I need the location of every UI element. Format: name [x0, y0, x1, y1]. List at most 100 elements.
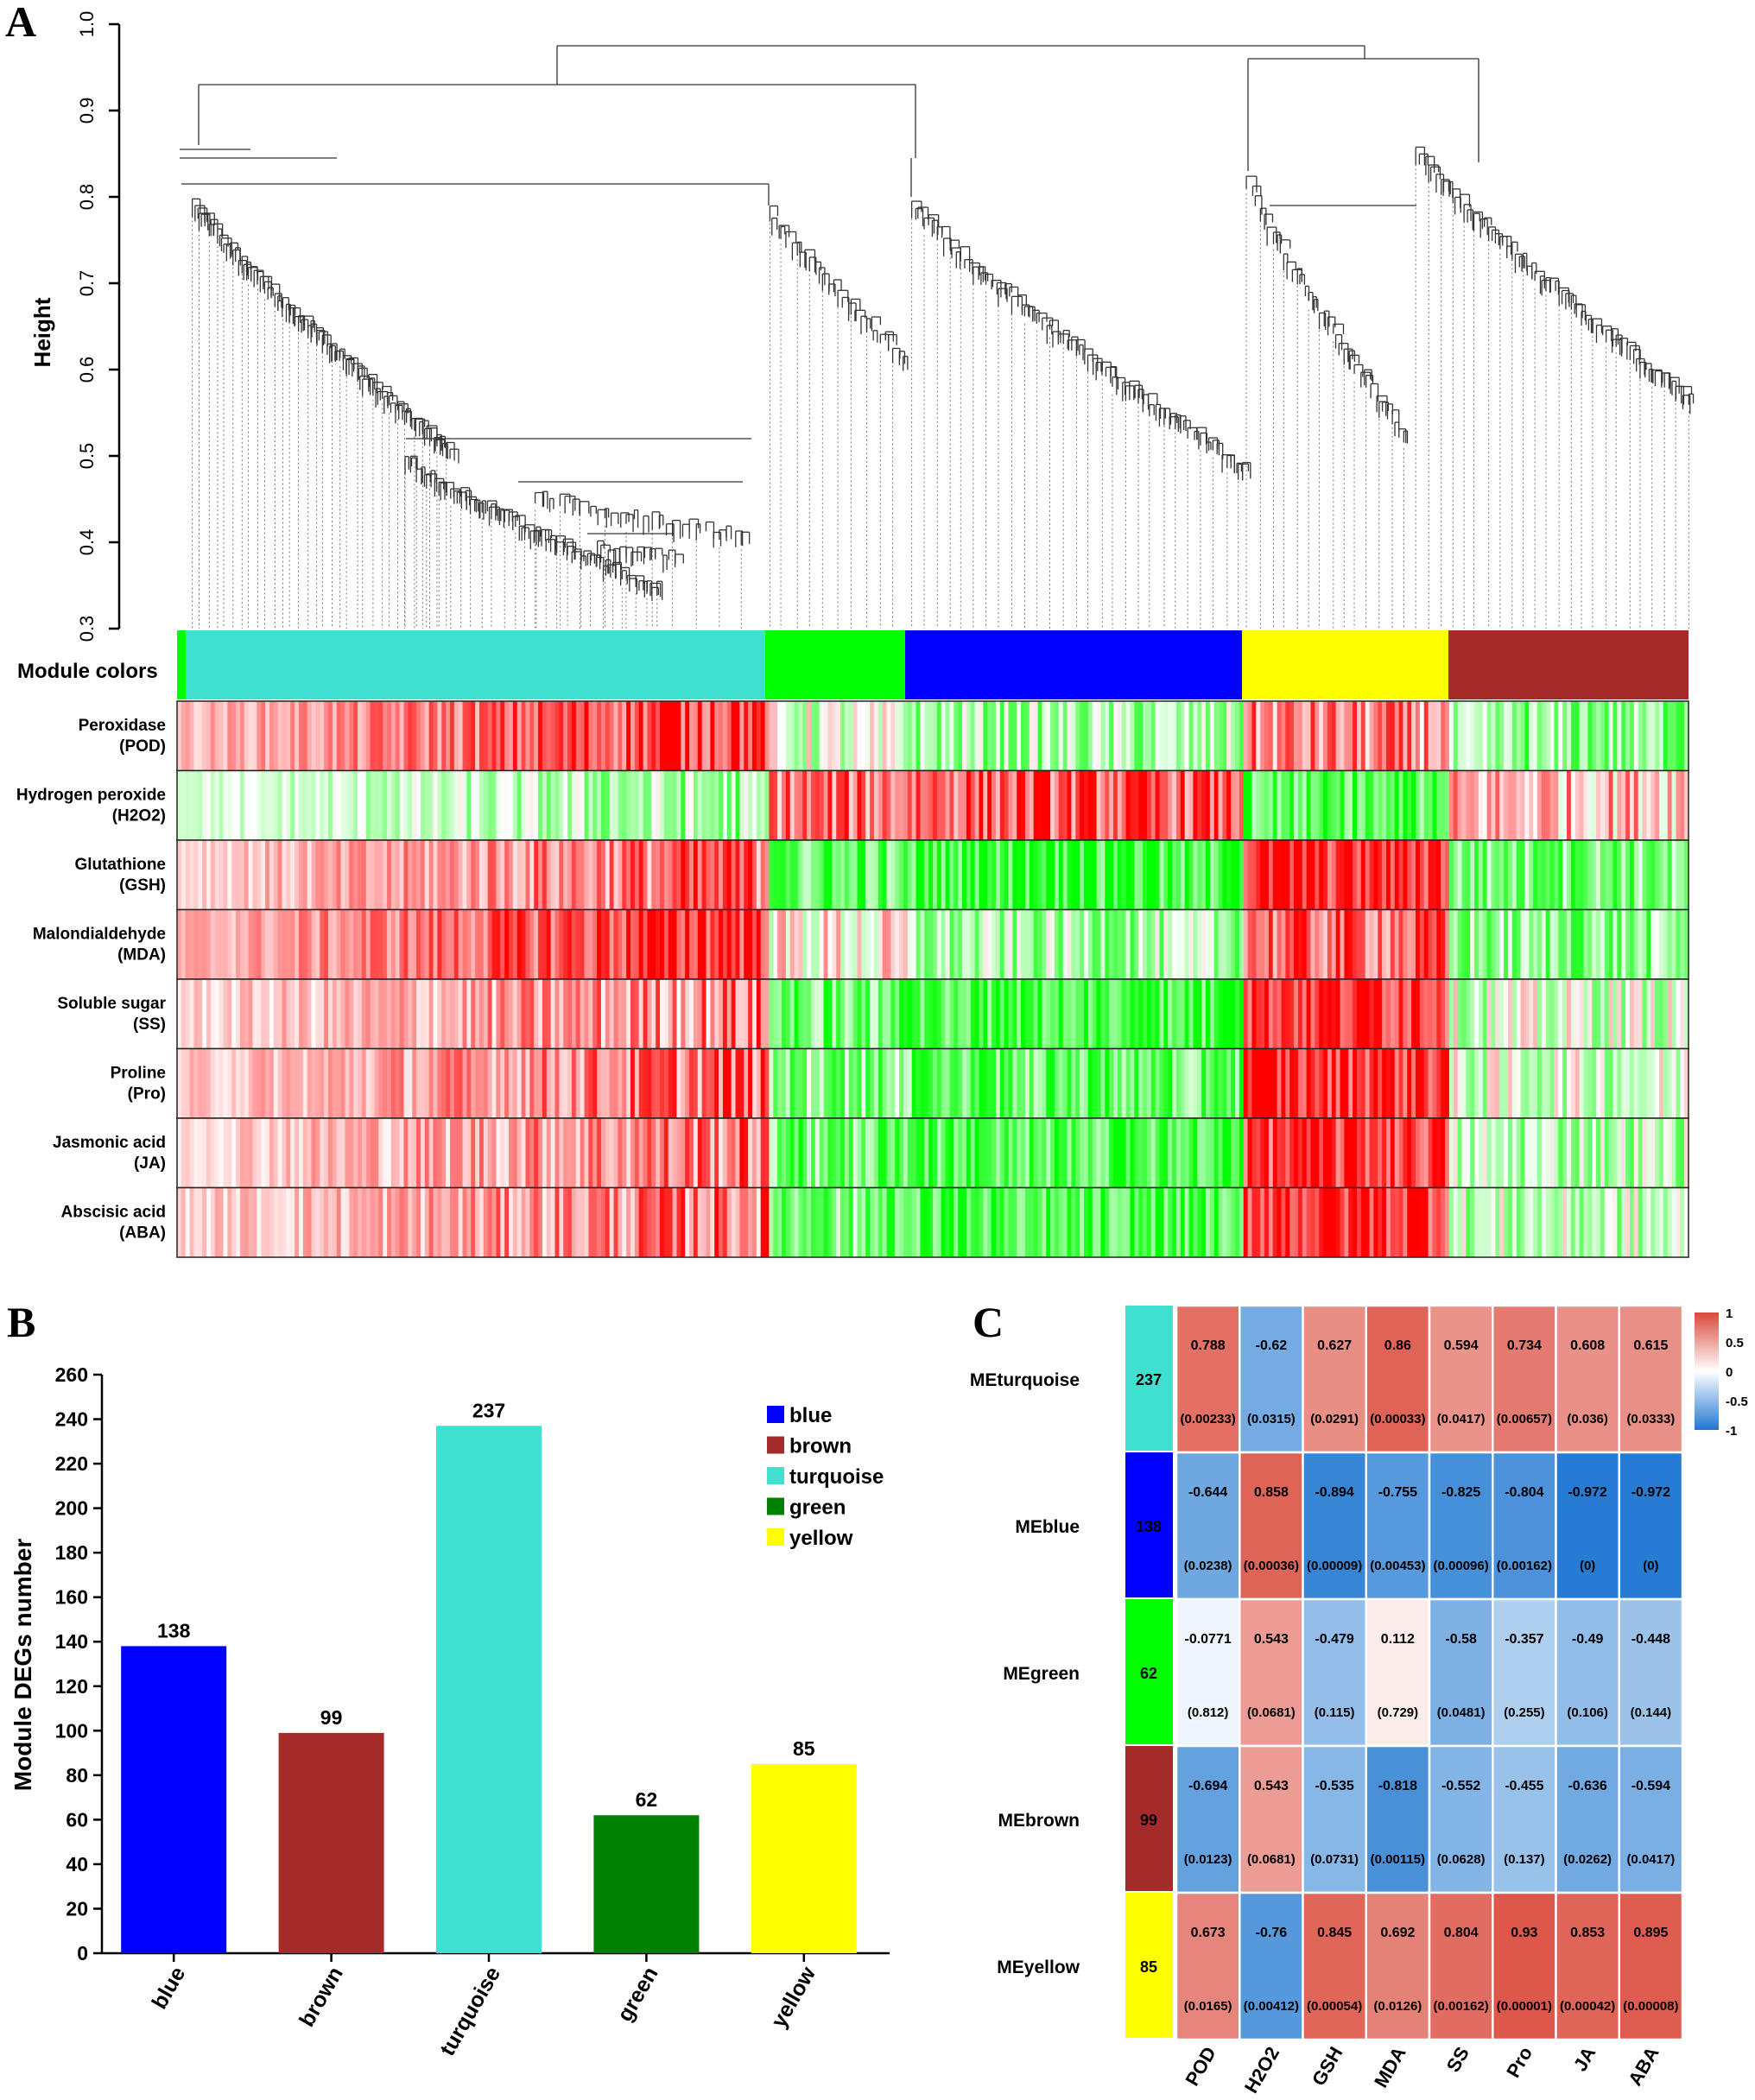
trait-stripe — [1155, 1048, 1161, 1118]
heat-cell — [1302, 1891, 1367, 2041]
trait-stripe — [1235, 840, 1240, 910]
heat-cell-value: -0.594 — [1631, 1779, 1670, 1793]
row-color-MEbrown — [1125, 1746, 1173, 1891]
trait-stripe — [1617, 1187, 1622, 1257]
trait-stripe — [433, 979, 438, 1049]
trait-stripe — [374, 909, 379, 979]
trait-stripe — [1671, 909, 1677, 979]
trait-stripe — [1008, 1118, 1013, 1188]
trait-stripe — [1125, 1118, 1131, 1188]
trait-stripe — [1306, 1118, 1312, 1188]
trait-stripe — [1080, 1048, 1085, 1118]
trait-stripe — [1134, 701, 1139, 771]
trait-stripe — [618, 1187, 623, 1257]
trait-stripe — [177, 1048, 182, 1118]
trait-stripe — [689, 1048, 694, 1118]
trait-stripe — [1256, 770, 1261, 840]
trait-stripe — [928, 701, 934, 771]
trait-stripe — [668, 1118, 674, 1188]
trait-stripe — [1239, 1118, 1245, 1188]
trait-stripe — [748, 701, 753, 771]
trait-stripe — [731, 770, 737, 840]
trait-stripe — [1130, 840, 1135, 910]
trait-label-name: Jasmonic acid — [53, 1134, 166, 1152]
trait-stripe — [1638, 1118, 1644, 1188]
trait-stripe — [198, 840, 203, 910]
trait-stripe — [600, 979, 606, 1049]
trait-stripe — [219, 840, 225, 910]
trait-stripe — [609, 1187, 615, 1257]
trait-stripe — [878, 1187, 884, 1257]
trait-stripe — [773, 840, 778, 910]
trait-stripe — [714, 909, 719, 979]
trait-stripe — [1323, 1187, 1328, 1257]
trait-stripe — [857, 770, 862, 840]
trait-stripe — [239, 701, 245, 771]
bar-y-tick-label: 160 — [55, 1586, 88, 1609]
trait-stripe — [252, 1187, 257, 1257]
trait-stripe — [999, 840, 1005, 910]
trait-stripe — [773, 701, 778, 771]
trait-label-name: Abscisic acid — [61, 1204, 166, 1222]
trait-stripe — [1130, 701, 1135, 771]
trait-stripe — [345, 1187, 350, 1257]
trait-stripe — [865, 1187, 871, 1257]
trait-stripe — [1520, 1187, 1526, 1257]
trait-stripe — [1558, 979, 1563, 1049]
trait-stripe — [1297, 1118, 1303, 1188]
trait-stripe — [903, 1118, 909, 1188]
trait-stripe — [1175, 979, 1182, 1049]
trait-stripe — [756, 770, 762, 840]
trait-stripe — [1617, 701, 1622, 771]
trait-stripe — [408, 840, 413, 910]
trait-stripe — [1365, 840, 1371, 910]
trait-stripe — [1448, 840, 1454, 910]
trait-stripe — [773, 1048, 778, 1118]
trait-stripe — [307, 1118, 313, 1188]
trait-stripe — [206, 1187, 212, 1257]
trait-stripe — [731, 1048, 737, 1118]
bar-y-tick-label: 180 — [55, 1541, 88, 1564]
trait-stripe — [979, 909, 984, 979]
trait-stripe — [807, 979, 812, 1049]
trait-stripe — [848, 701, 854, 771]
trait-stripe — [1272, 1048, 1278, 1118]
trait-stripe — [370, 1187, 376, 1257]
trait-stripe — [1193, 979, 1198, 1049]
trait-stripe — [1491, 1118, 1496, 1188]
trait-stripe — [214, 840, 220, 910]
trait-stripe — [1524, 770, 1530, 840]
trait-stripe — [1574, 840, 1581, 910]
trait-stripe — [1130, 770, 1135, 840]
trait-stripe — [895, 701, 900, 771]
trait-stripe — [1012, 1187, 1017, 1257]
trait-stripe — [1520, 701, 1526, 771]
trait-stripe — [584, 770, 589, 840]
trait-stripe — [1604, 1048, 1610, 1118]
trait-stripe — [210, 840, 216, 910]
trait-stripe — [554, 1118, 560, 1188]
trait-stripe — [466, 770, 472, 840]
trait-stripe — [383, 770, 388, 840]
trait-stripe — [995, 1118, 1001, 1188]
trait-stripe — [1075, 701, 1080, 771]
trait-stripe — [618, 840, 623, 910]
trait-stripe — [1495, 840, 1500, 910]
trait-stripe — [1398, 909, 1404, 979]
trait-stripe — [1629, 909, 1635, 979]
trait-stripe — [273, 909, 279, 979]
trait-stripe — [1378, 979, 1383, 1049]
trait-stripe — [315, 840, 320, 910]
trait-stripe — [370, 1048, 376, 1118]
trait-stripe — [979, 701, 984, 771]
trait-stripe — [433, 840, 438, 910]
trait-stripe — [1474, 1048, 1479, 1118]
trait-stripe — [726, 840, 732, 910]
trait-stripe — [420, 840, 426, 910]
trait-stripe — [1356, 1048, 1362, 1118]
trait-stripe — [949, 1118, 954, 1188]
trait-stripe — [571, 979, 577, 1049]
bar-x-tick-label: brown — [295, 1963, 348, 2031]
trait-stripe — [1306, 701, 1312, 771]
trait-stripe — [1638, 1187, 1644, 1257]
